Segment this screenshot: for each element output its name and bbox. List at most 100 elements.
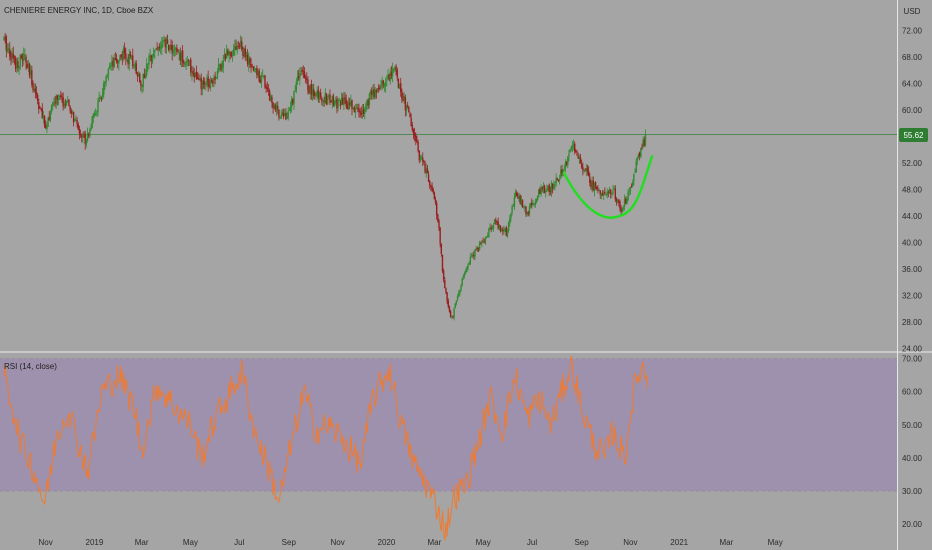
candle xyxy=(609,188,612,199)
candle-body xyxy=(185,61,187,66)
candle xyxy=(464,268,467,275)
candle xyxy=(115,53,118,64)
rsi-tick-label: 50.00 xyxy=(902,421,923,430)
candle-body xyxy=(133,65,135,67)
candle xyxy=(519,194,521,205)
candle xyxy=(121,50,124,65)
time-axis[interactable]: Nov 2019 Mar May Jul Sep Nov 2020 Mar May Jul Sep No… xyxy=(38,538,782,547)
candle-body xyxy=(236,46,238,52)
candle-body xyxy=(411,125,414,131)
candle-body xyxy=(401,91,403,99)
candle-body xyxy=(318,92,321,99)
candle-body xyxy=(517,196,519,199)
candle xyxy=(520,195,523,207)
candle-body xyxy=(522,207,525,209)
candle xyxy=(307,76,309,95)
candle-body xyxy=(212,80,214,84)
candle xyxy=(416,135,418,144)
time-tick-label: May xyxy=(183,538,198,547)
candle xyxy=(493,219,496,225)
candle xyxy=(123,42,126,60)
price-pane[interactable] xyxy=(0,32,932,353)
candle-body xyxy=(6,48,9,52)
candle xyxy=(580,159,583,169)
candle-body xyxy=(621,208,623,212)
candle-body xyxy=(135,63,137,74)
candle-body xyxy=(458,292,460,296)
candle xyxy=(328,93,330,100)
candle xyxy=(354,103,357,119)
candle xyxy=(543,184,546,194)
candle xyxy=(127,54,129,69)
candle-body xyxy=(94,113,97,115)
candle xyxy=(343,91,345,111)
candle xyxy=(106,73,108,79)
candle-body xyxy=(504,228,506,230)
candle-body xyxy=(536,195,539,200)
candle xyxy=(259,75,262,84)
candle-body xyxy=(538,189,540,197)
price-tick-label: 32.00 xyxy=(902,292,923,301)
rsi-pane[interactable] xyxy=(0,355,897,541)
candle xyxy=(444,277,446,289)
candle xyxy=(171,40,173,61)
candle xyxy=(261,69,264,78)
candle-body xyxy=(28,63,31,76)
candle xyxy=(193,67,195,83)
candle xyxy=(384,77,387,93)
candle-body xyxy=(163,40,165,42)
candle-body xyxy=(64,104,67,106)
candle xyxy=(6,43,9,54)
candle-body xyxy=(506,230,509,237)
candle-body xyxy=(152,53,155,58)
candle xyxy=(84,130,86,150)
candle xyxy=(642,136,644,149)
candle-body xyxy=(311,88,314,95)
candle-body xyxy=(336,98,338,109)
candle-body xyxy=(467,264,469,269)
candle-body xyxy=(550,182,553,193)
candle-body xyxy=(310,84,313,95)
candle xyxy=(528,203,531,217)
candle xyxy=(499,225,502,233)
candle-body xyxy=(219,65,221,67)
candle xyxy=(270,94,272,102)
candle xyxy=(176,44,178,55)
price-tick-label: 40.00 xyxy=(902,239,923,248)
candle xyxy=(589,172,591,187)
candle-body xyxy=(227,50,229,55)
candle-body xyxy=(256,67,258,76)
candle-body xyxy=(350,100,352,107)
candle xyxy=(116,59,119,69)
candle xyxy=(184,62,186,68)
candle xyxy=(643,136,646,147)
candle-body xyxy=(134,62,136,68)
candle xyxy=(222,54,224,74)
candle-body xyxy=(360,112,362,115)
candle xyxy=(619,199,621,212)
candle-body xyxy=(272,102,274,109)
candle xyxy=(252,65,255,72)
candle xyxy=(20,53,23,60)
candle-body xyxy=(377,87,380,90)
candle xyxy=(452,315,454,319)
candle-body xyxy=(322,100,324,102)
candle xyxy=(236,41,238,55)
candle xyxy=(435,200,438,220)
candle xyxy=(551,183,554,194)
candle xyxy=(96,109,98,117)
candle xyxy=(632,179,634,188)
candle-body xyxy=(626,198,628,204)
candle-body xyxy=(410,117,412,127)
rsi-axis[interactable]: 70.00 60.00 50.00 40.00 30.00 20.00 xyxy=(902,355,923,530)
candle-body xyxy=(420,157,423,159)
candle xyxy=(364,106,366,120)
candle xyxy=(413,127,416,142)
candle xyxy=(126,57,128,63)
candle xyxy=(135,60,137,75)
rsi-tick-label: 40.00 xyxy=(902,454,923,463)
candle-body xyxy=(282,113,285,117)
candle xyxy=(394,65,396,72)
candle-body xyxy=(187,60,190,61)
